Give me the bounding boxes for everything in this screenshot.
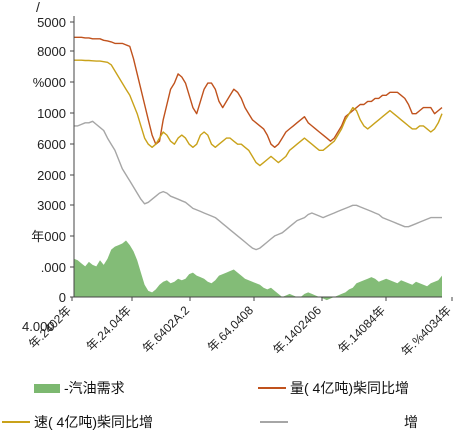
legend-swatch-area [34,383,60,393]
legend-swatch-orange [258,387,286,389]
legend-label-orange: 量( 4亿吨)柴同比增 [290,380,409,396]
line-series-2 [74,59,443,167]
legend-label-gray: 增 [404,414,418,430]
y-tick-label-2: %000 [33,75,66,90]
x-tick-label-3: 年.6402A.2 [140,303,193,356]
legend-label-area: -汽油需求 [64,380,125,396]
line-series [74,36,443,251]
x-tick-label-5: 年.1402406 [270,303,324,357]
y-axis-ticks: /5000 8000 %000 1000 6000 2000 3000 年000 .000 0 [31,0,74,305]
x-tick-label-0: 4.000 [22,319,55,334]
y-tick-label-8: .000 [41,260,66,275]
legend-item-line-orange: 量( 4亿吨)柴同比增 [258,378,409,398]
legend-label-gold: 速( 4亿吨)柴同比增 [34,414,153,430]
y-tick-label-3: 1000 [37,106,66,121]
line-series-3 [74,120,442,251]
x-tick-label-7: 年.%4034年 [398,303,454,359]
legend-swatch-gold [2,421,30,423]
y-tick-label-0: 5000 [37,15,66,30]
line-series-1 [74,36,443,149]
x-tick-label-4: 年.64.0408 [205,303,257,355]
x-tick-label-2: 年.24.04年 [84,303,134,353]
y-tick-label-7: 年000 [31,229,66,244]
area-series-0 [74,240,442,301]
x-tick-label-6: 年.14084年 [335,303,388,356]
y-tick-label-9: 0 [59,290,66,305]
y-tick-label-1: 8000 [37,44,66,59]
legend-swatch-gray [260,421,288,423]
legend-item-line-gray: 增 [260,412,418,432]
y-tick-label-4: 6000 [37,137,66,152]
area-series [74,240,442,301]
y-axis-top-label: / [36,0,40,15]
legend-item-line-gold: 速( 4亿吨)柴同比增 [2,412,153,432]
chart-axes [73,16,442,298]
legend-item-area: -汽油需求 [34,378,125,398]
chart-legend: -汽油需求 量( 4亿吨)柴同比增 速( 4亿吨)柴同比增 增 [0,370,456,440]
y-tick-label-6: 3000 [37,198,66,213]
y-tick-label-5: 2000 [37,168,66,183]
